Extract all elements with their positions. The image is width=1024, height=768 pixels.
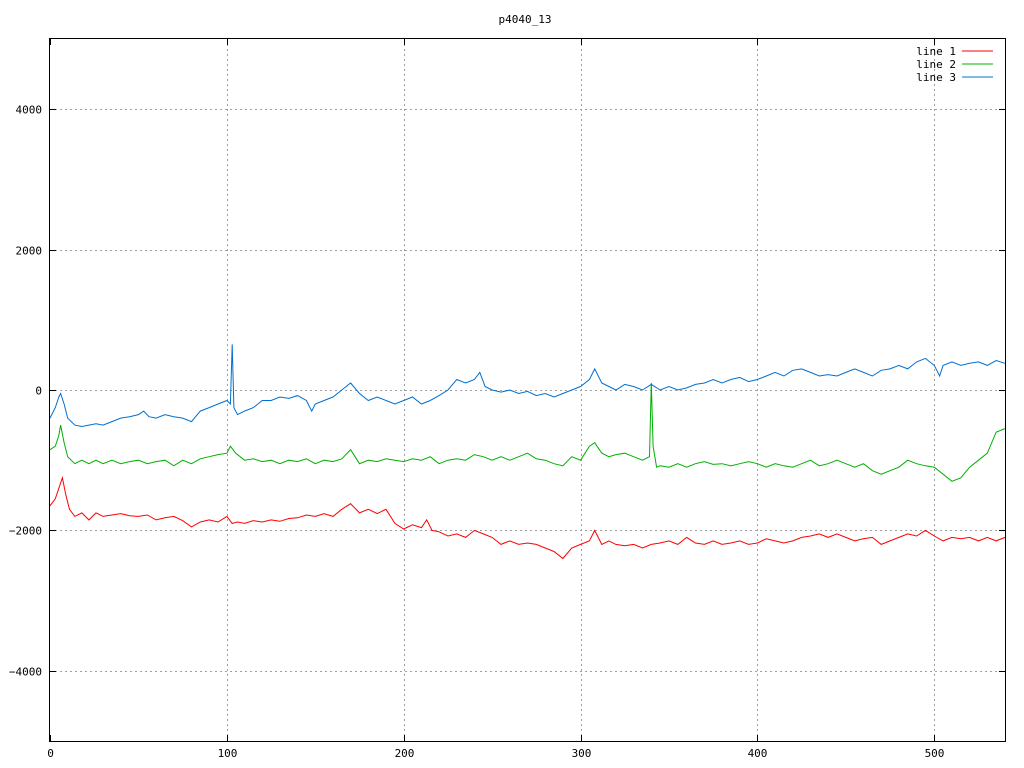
legend-label: line 2	[916, 58, 956, 71]
y-tick-label: −2000	[9, 525, 42, 538]
y-tick-label: 2000	[16, 245, 43, 258]
x-tick-label: 500	[925, 747, 945, 760]
x-tick-label: 400	[748, 747, 768, 760]
series-line-1	[49, 475, 1006, 560]
x-tick-label: 200	[395, 747, 415, 760]
x-tick-label: 300	[572, 747, 592, 760]
chart-title: p4040_13	[499, 13, 552, 26]
y-tick-label: 0	[35, 385, 42, 398]
legend-label: line 3	[916, 71, 956, 84]
grid-layer	[50, 39, 1005, 741]
y-tick-label: −4000	[9, 666, 42, 679]
series-line-3	[49, 344, 1006, 428]
series-line-2	[49, 382, 1006, 482]
tick-layer: 0 100 200 300 400 500 −4000 −2000 0 2000 4000	[9, 39, 1005, 760]
x-tick-label: 0	[47, 747, 54, 760]
x-tick-label: 100	[218, 747, 238, 760]
plot-frame	[49, 38, 1006, 742]
y-tick-label: 4000	[16, 104, 43, 117]
series-layer	[49, 344, 1006, 560]
legend-label: line 1	[916, 45, 956, 58]
